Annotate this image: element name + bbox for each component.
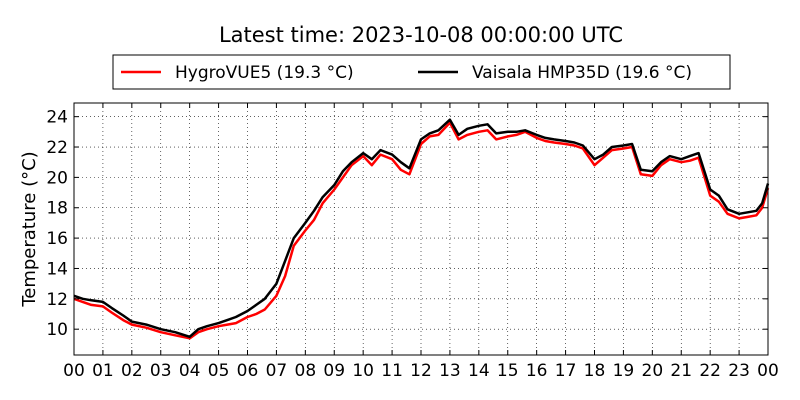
x-tick-label: 16	[526, 361, 548, 381]
x-tick-label: 20	[642, 361, 664, 381]
x-tick-label: 15	[497, 361, 519, 381]
x-tick-label: 02	[121, 361, 143, 381]
x-tick-label: 22	[699, 361, 721, 381]
series-line-vaisala-hmp35d	[73, 118, 770, 339]
chart-title: Latest time: 2023-10-08 00:00:00 UTC	[219, 23, 623, 47]
x-tick-label: 04	[179, 361, 201, 381]
y-tick-label: 12	[46, 290, 68, 310]
x-tick-label: 07	[266, 361, 288, 381]
x-tick-label: 19	[613, 361, 635, 381]
x-tick-label: 21	[670, 361, 692, 381]
x-tick-label: 13	[439, 361, 461, 381]
x-tick-label: 03	[150, 361, 172, 381]
y-tick-label: 24	[46, 108, 68, 128]
x-tick-label: 12	[410, 361, 432, 381]
x-tick-label: 08	[295, 361, 317, 381]
y-axis-tick-labels: 10 12 14 16 18 20 22 24	[46, 108, 68, 341]
x-tick-label: 01	[92, 361, 114, 381]
y-tick-label: 14	[46, 259, 68, 279]
series-line-hygrovue5	[73, 121, 770, 340]
y-tick-label: 10	[46, 320, 68, 340]
x-tick-label: 10	[352, 361, 374, 381]
legend: HygroVUE5 (19.3 °C) Vaisala HMP35D (19.6…	[112, 54, 731, 90]
legend-label-hygrovue5: HygroVUE5 (19.3 °C)	[175, 63, 354, 83]
y-tick-label: 20	[46, 168, 68, 188]
y-tick-label: 16	[46, 229, 68, 249]
y-tick-label: 22	[46, 138, 68, 158]
x-tick-label: 23	[728, 361, 750, 381]
x-tick-label: 00	[63, 361, 85, 381]
x-tick-label: 00	[757, 361, 779, 381]
x-tick-label: 14	[468, 361, 490, 381]
x-tick-label: 18	[584, 361, 606, 381]
legend-label-vaisala: Vaisala HMP35D (19.6 °C)	[472, 63, 692, 83]
x-tick-label: 17	[555, 361, 577, 381]
y-axis-label: Temperature (°C)	[19, 151, 40, 307]
x-tick-label: 09	[323, 361, 345, 381]
x-tick-label: 11	[381, 361, 403, 381]
axis-ticks	[73, 103, 769, 355]
x-axis-tick-labels: 00 01 02 03 04 05 06 07 08 09 10 11 12 13 14 15 16 17 18 19…	[63, 361, 779, 381]
y-tick-label: 18	[46, 199, 68, 219]
series-lines	[73, 118, 770, 340]
x-tick-label: 05	[208, 361, 230, 381]
x-tick-label: 06	[237, 361, 259, 381]
